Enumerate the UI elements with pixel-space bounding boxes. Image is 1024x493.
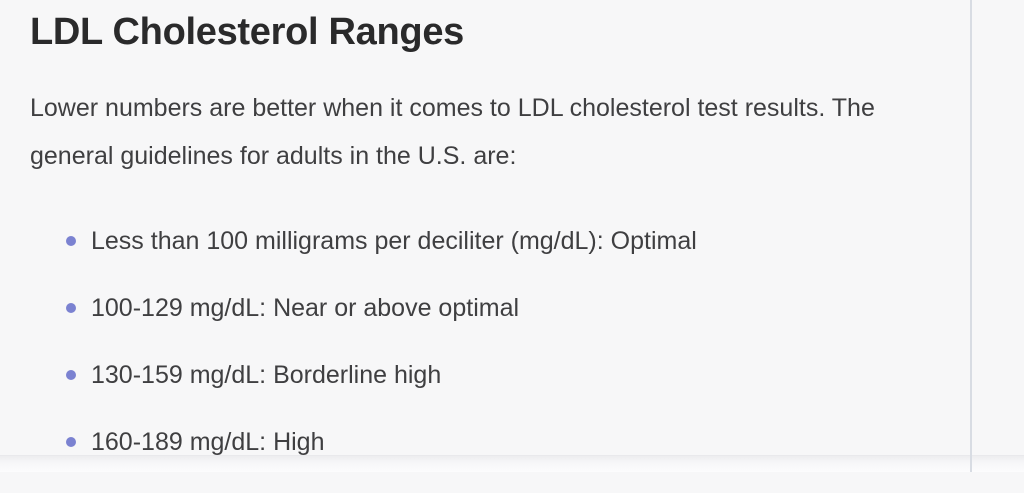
bullet-dot-icon <box>66 370 76 380</box>
list-item: 160-189 mg/dL: High <box>30 426 968 458</box>
page-title: LDL Cholesterol Ranges <box>30 11 464 53</box>
intro-line-2: general guidelines for adults in the U.S… <box>30 142 517 170</box>
bullet-dot-icon <box>66 437 76 447</box>
bottom-fade-strip <box>0 455 1024 472</box>
bullet-dot-icon <box>66 303 76 313</box>
article-content: LDL Cholesterol Ranges Lower numbers are… <box>30 8 968 493</box>
list-item: 100-129 mg/dL: Near or above optimal <box>30 292 968 324</box>
intro-line-1: Lower numbers are better when it comes t… <box>30 94 875 122</box>
list-item-text: Less than 100 milligrams per deciliter (… <box>91 227 697 255</box>
vertical-divider <box>970 0 972 472</box>
intro-paragraph: Lower numbers are better when it comes t… <box>30 84 968 180</box>
list-item: Less than 100 milligrams per deciliter (… <box>30 225 968 257</box>
list-item-text: 100-129 mg/dL: Near or above optimal <box>91 294 520 322</box>
guidelines-list: Less than 100 milligrams per deciliter (… <box>30 225 968 458</box>
list-item-text: 160-189 mg/dL: High <box>91 428 325 456</box>
list-item: 130-159 mg/dL: Borderline high <box>30 359 968 391</box>
list-item-text: 130-159 mg/dL: Borderline high <box>91 361 442 389</box>
bullet-dot-icon <box>66 236 76 246</box>
